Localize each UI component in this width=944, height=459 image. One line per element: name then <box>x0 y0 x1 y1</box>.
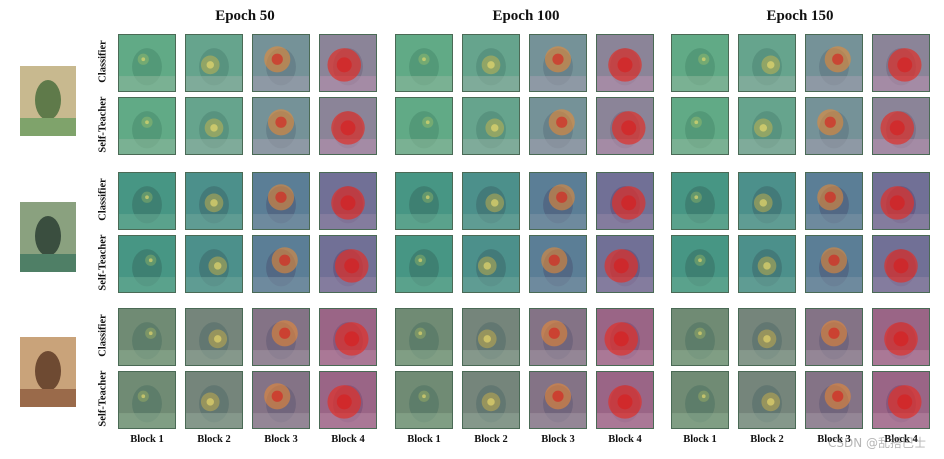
heatmap-thumbnail <box>118 34 176 92</box>
heatmap-thumbnail <box>252 308 310 366</box>
heatmap-thumbnail <box>738 172 796 230</box>
block-label-2: Block 2 <box>750 434 784 445</box>
heatmap-thumbnail <box>805 97 863 155</box>
heatmap-thumbnail <box>529 371 587 429</box>
heatmap-thumbnail <box>395 172 453 230</box>
heatmap-thumbnail <box>738 235 796 293</box>
heatmap-thumbnail <box>529 97 587 155</box>
heatmap-thumbnail <box>185 308 243 366</box>
row-label-classifier: Classifier <box>97 40 109 83</box>
heatmap-thumbnail <box>185 371 243 429</box>
heatmap-thumbnail <box>872 235 930 293</box>
epoch-title-150: Epoch 150 <box>766 8 834 24</box>
heatmap-thumbnail <box>596 34 654 92</box>
block-label-4: Block 4 <box>608 434 642 445</box>
heatmap-thumbnail <box>671 308 729 366</box>
heatmap-thumbnail <box>395 97 453 155</box>
heatmap-thumbnail <box>118 308 176 366</box>
heatmap-thumbnail <box>596 308 654 366</box>
heatmap-thumbnail <box>319 308 377 366</box>
heatmap-thumbnail <box>462 172 520 230</box>
heatmap-thumbnail <box>805 235 863 293</box>
heatmap-thumbnail <box>805 308 863 366</box>
heatmap-thumbnail <box>319 235 377 293</box>
heatmap-thumbnail <box>738 308 796 366</box>
heatmap-thumbnail <box>319 371 377 429</box>
heatmap-thumbnail <box>872 308 930 366</box>
block-label-3: Block 3 <box>541 434 575 445</box>
heatmap-thumbnail <box>118 371 176 429</box>
block-label-3: Block 3 <box>817 434 851 445</box>
heatmap-thumbnail <box>872 34 930 92</box>
epoch-title-50: Epoch 50 <box>215 8 275 24</box>
heatmap-thumbnail <box>596 371 654 429</box>
heatmap-thumbnail <box>252 172 310 230</box>
heatmap-thumbnail <box>596 235 654 293</box>
heatmap-thumbnail <box>671 34 729 92</box>
heatmap-thumbnail <box>738 97 796 155</box>
heatmap-thumbnail <box>319 97 377 155</box>
heatmap-thumbnail <box>395 371 453 429</box>
heatmap-thumbnail <box>529 308 587 366</box>
row-label-classifier: Classifier <box>97 314 109 357</box>
original-image-3 <box>20 337 76 407</box>
heatmap-thumbnail <box>395 235 453 293</box>
block-label-3: Block 3 <box>264 434 298 445</box>
heatmap-thumbnail <box>805 34 863 92</box>
heatmap-thumbnail <box>805 371 863 429</box>
heatmap-thumbnail <box>671 97 729 155</box>
heatmap-thumbnail <box>395 308 453 366</box>
heatmap-thumbnail <box>529 172 587 230</box>
block-label-4: Block 4 <box>331 434 365 445</box>
heatmap-thumbnail <box>529 34 587 92</box>
heatmap-thumbnail <box>185 34 243 92</box>
heatmap-thumbnail <box>252 371 310 429</box>
row-label-self-teacher: Self-Teacher <box>97 370 109 427</box>
heatmap-thumbnail <box>596 172 654 230</box>
heatmap-thumbnail <box>462 97 520 155</box>
heatmap-thumbnail <box>462 235 520 293</box>
heatmap-thumbnail <box>118 172 176 230</box>
heatmap-thumbnail <box>872 172 930 230</box>
heatmap-thumbnail <box>252 34 310 92</box>
heatmap-thumbnail <box>462 371 520 429</box>
heatmap-thumbnail <box>596 97 654 155</box>
heatmap-thumbnail <box>252 235 310 293</box>
heatmap-thumbnail <box>671 371 729 429</box>
heatmap-thumbnail <box>252 97 310 155</box>
heatmap-thumbnail <box>185 172 243 230</box>
block-label-1: Block 1 <box>683 434 717 445</box>
original-image-2 <box>20 202 76 272</box>
heatmap-thumbnail <box>118 235 176 293</box>
heatmap-thumbnail <box>738 371 796 429</box>
heatmap-thumbnail <box>395 34 453 92</box>
heatmap-thumbnail <box>529 235 587 293</box>
block-label-1: Block 1 <box>407 434 441 445</box>
heatmap-thumbnail <box>671 235 729 293</box>
heatmap-thumbnail <box>185 97 243 155</box>
epoch-title-100: Epoch 100 <box>492 8 560 24</box>
original-image-1 <box>20 66 76 136</box>
heatmap-thumbnail <box>738 34 796 92</box>
block-label-4: Block 4 <box>884 434 918 445</box>
heatmap-thumbnail <box>671 172 729 230</box>
heatmap-thumbnail <box>872 371 930 429</box>
row-label-self-teacher: Self-Teacher <box>97 234 109 291</box>
heatmap-thumbnail <box>118 97 176 155</box>
heatmap-thumbnail <box>872 97 930 155</box>
heatmap-thumbnail <box>462 34 520 92</box>
heatmap-thumbnail <box>805 172 863 230</box>
row-label-self-teacher: Self-Teacher <box>97 96 109 153</box>
block-label-1: Block 1 <box>130 434 164 445</box>
heatmap-thumbnail <box>462 308 520 366</box>
heatmap-thumbnail <box>185 235 243 293</box>
heatmap-thumbnail <box>319 34 377 92</box>
row-label-classifier: Classifier <box>97 178 109 221</box>
heatmap-thumbnail <box>319 172 377 230</box>
watermark-text: CSDN @乱搭巴士 <box>827 436 926 450</box>
block-label-2: Block 2 <box>197 434 231 445</box>
block-label-2: Block 2 <box>474 434 508 445</box>
